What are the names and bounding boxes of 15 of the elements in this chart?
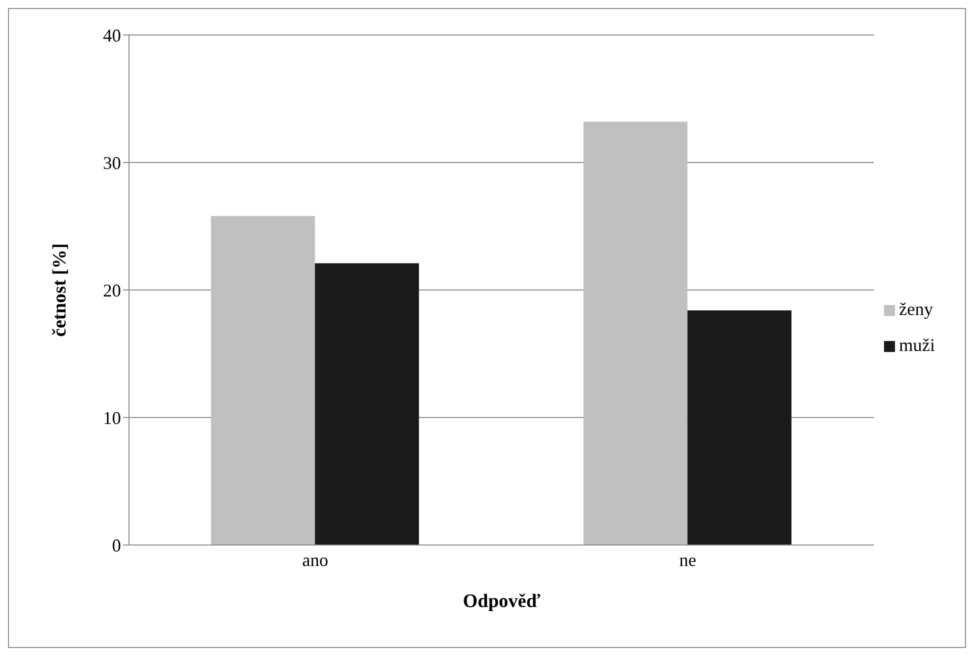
x-axis-title: Odpověď — [462, 591, 540, 612]
bar — [687, 310, 792, 545]
y-tick-label: 10 — [103, 408, 121, 428]
legend-label: muži — [899, 335, 935, 355]
y-tick-label: 30 — [103, 152, 121, 173]
bar — [210, 216, 315, 545]
y-axis-title: četnost [%] — [50, 243, 71, 337]
y-tick-label: 0 — [112, 535, 121, 556]
bar — [314, 263, 419, 545]
x-tick-label: ne — [679, 550, 696, 570]
y-tick-label: 20 — [103, 280, 121, 300]
legend-label: ženy — [899, 299, 933, 319]
bar — [583, 122, 688, 545]
x-tick-label: ano — [302, 550, 328, 570]
y-tick-label: 40 — [103, 25, 121, 46]
